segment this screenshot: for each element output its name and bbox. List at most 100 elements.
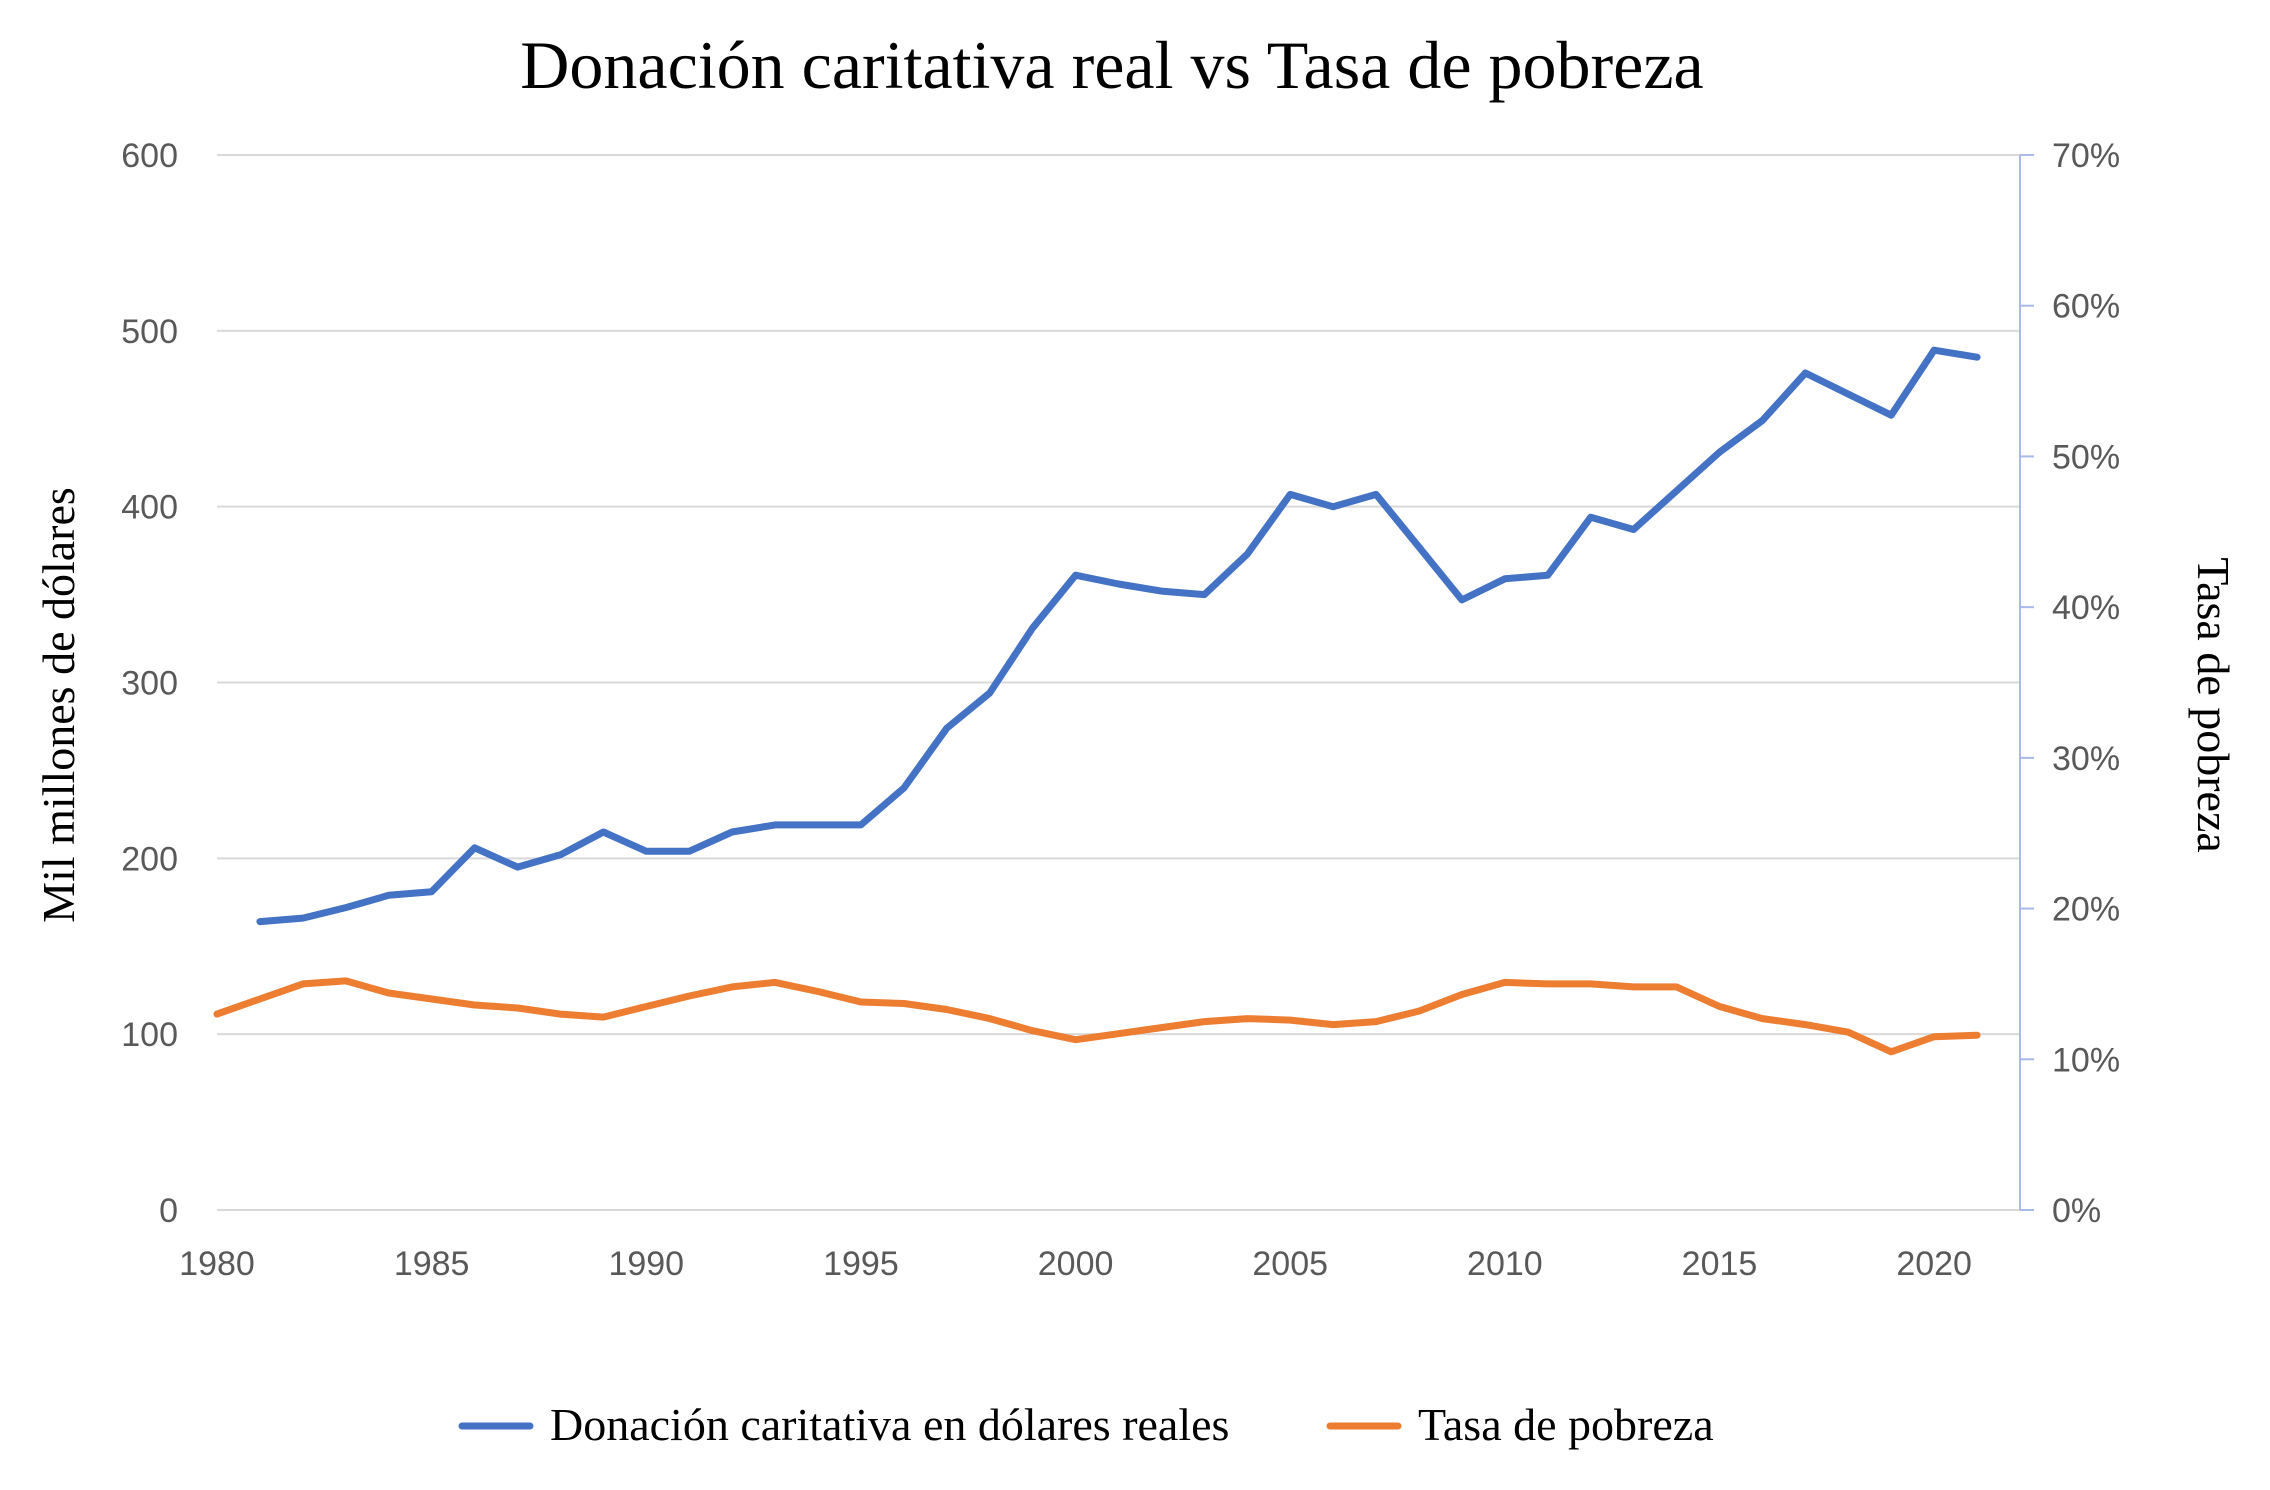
y-axis-title: Mil millones de dólares: [33, 487, 84, 923]
y-tick-label: 100: [121, 1016, 178, 1054]
data-point: [1932, 348, 1937, 353]
data-point: [343, 905, 348, 910]
y2-tick-label: 10%: [2052, 1041, 2120, 1079]
data-point: [1889, 1049, 1894, 1054]
data-point: [901, 1001, 906, 1006]
data-point: [1674, 488, 1679, 493]
data-point: [601, 829, 606, 834]
x-tick-label: 2005: [1252, 1245, 1328, 1283]
x-tick-label: 1995: [823, 1245, 899, 1283]
data-point: [1545, 573, 1550, 578]
y-tick-label: 300: [121, 665, 178, 703]
data-point: [1459, 597, 1464, 602]
data-point: [1975, 355, 1980, 360]
data-point: [1674, 984, 1679, 989]
data-point: [1030, 625, 1035, 630]
y-tick-label: 500: [121, 313, 178, 351]
data-point: [1803, 371, 1808, 376]
data-point: [1116, 582, 1121, 587]
series-layer: [213, 346, 1981, 1056]
y-tick-label: 0: [159, 1192, 178, 1230]
data-point: [1846, 392, 1851, 397]
data-point: [429, 889, 434, 894]
y2-tick-label: 60%: [2052, 288, 2120, 326]
series-line-1: [256, 346, 1981, 926]
data-point: [1631, 527, 1636, 532]
legend-label-2: Tasa de pobreza: [1418, 1399, 1714, 1450]
data-point: [1588, 515, 1593, 520]
series-1: [256, 346, 1981, 926]
data-point: [1846, 1030, 1851, 1035]
data-point: [816, 989, 820, 994]
data-point: [1631, 984, 1636, 989]
data-point: [1417, 545, 1421, 550]
data-point: [1932, 1034, 1937, 1039]
left-axis-ticks: 0 100 200 300 400 500 600: [121, 137, 178, 1230]
data-point: [558, 852, 563, 857]
y2-axis-title: Tasa de pobreza: [2188, 557, 2239, 853]
data-point: [558, 1012, 563, 1017]
data-point: [987, 691, 992, 696]
y-tick-label: 200: [121, 840, 178, 878]
data-point: [1245, 552, 1250, 557]
data-point: [300, 916, 305, 921]
data-point: [343, 978, 348, 983]
data-point: [1545, 981, 1550, 986]
data-point: [773, 980, 778, 985]
series-line-2: [213, 977, 1981, 1056]
x-tick-label: 2015: [1682, 1245, 1758, 1283]
data-point: [1116, 1031, 1121, 1036]
data-point: [1374, 1019, 1379, 1024]
legend: Donación caritativa en dólares reales Tas…: [458, 1399, 1714, 1450]
data-point: [730, 984, 735, 989]
data-point: [257, 997, 262, 1001]
data-point: [1159, 589, 1164, 594]
data-point: [1073, 1037, 1078, 1042]
data-point: [1417, 1009, 1421, 1014]
x-tick-label: 1985: [394, 1245, 470, 1283]
series-2: [213, 977, 1981, 1056]
data-point: [1760, 1016, 1765, 1021]
data-point: [1073, 573, 1078, 578]
data-point: [300, 981, 305, 986]
x-tick-label: 2010: [1467, 1245, 1543, 1283]
data-point: [1502, 980, 1507, 985]
data-point: [386, 893, 391, 898]
data-point: [215, 1012, 219, 1017]
y2-tick-label: 70%: [2052, 137, 2120, 175]
data-point: [1374, 492, 1379, 497]
data-point: [1288, 492, 1293, 497]
data-point: [1288, 1018, 1293, 1023]
data-point: [1588, 981, 1593, 986]
data-point: [858, 822, 863, 827]
data-point: [1331, 1022, 1336, 1027]
data-point: [1975, 1033, 1980, 1038]
data-point: [1717, 1004, 1722, 1009]
data-point: [472, 1003, 477, 1008]
data-point: [1331, 504, 1336, 509]
data-point: [257, 919, 262, 924]
data-point: [730, 829, 735, 834]
legend-label-1: Donación caritativa en dólares reales: [550, 1399, 1229, 1450]
x-axis-ticks: 1980 1985 1990 1995 2000 2005 2010 2015 2020: [179, 1245, 1972, 1283]
data-point: [901, 786, 906, 790]
data-point: [1245, 1016, 1250, 1021]
y2-tick-label: 30%: [2052, 740, 2120, 778]
data-point: [429, 997, 434, 1001]
y2-tick-label: 50%: [2052, 438, 2120, 476]
y2-tick-label: 0%: [2052, 1192, 2101, 1230]
data-point: [1760, 418, 1765, 423]
data-point: [858, 1000, 863, 1005]
x-tick-label: 1980: [179, 1245, 255, 1283]
y-tick-label: 400: [121, 489, 178, 527]
data-point: [601, 1015, 606, 1020]
data-point: [472, 845, 477, 850]
data-point: [687, 849, 692, 854]
y2-tick-label: 20%: [2052, 891, 2120, 929]
data-point: [1202, 1019, 1207, 1024]
data-point: [687, 993, 692, 998]
x-tick-label: 2000: [1038, 1245, 1114, 1283]
data-point: [1202, 592, 1207, 597]
data-point: [515, 1006, 520, 1011]
